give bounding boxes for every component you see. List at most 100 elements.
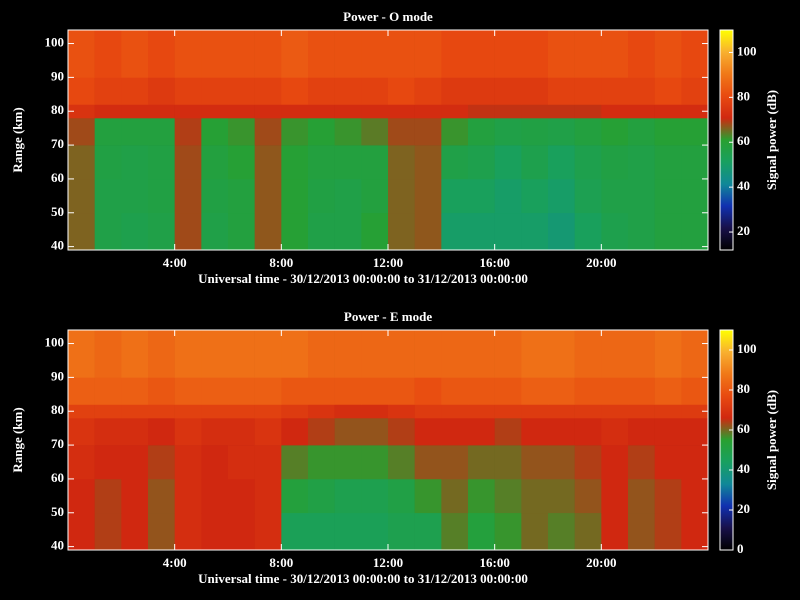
- heatmap-cell: [601, 118, 629, 146]
- heatmap-cell: [334, 118, 362, 146]
- heatmap-cell: [441, 404, 469, 419]
- colorbar-tick-label: 40: [737, 178, 750, 193]
- heatmap-cell: [548, 212, 575, 251]
- heatmap-cell: [68, 445, 95, 480]
- heatmap-cell: [601, 77, 629, 105]
- heatmap-cell: [174, 445, 202, 480]
- heatmap-cell: [174, 512, 202, 551]
- heatmap-cell: [281, 478, 309, 514]
- heatmap-cell: [414, 478, 442, 514]
- heatmap-cell: [228, 178, 255, 214]
- heatmap-cell: [601, 212, 629, 251]
- heatmap-cell: [174, 178, 202, 214]
- heatmap-cell: [548, 445, 575, 480]
- heatmap-cell: [628, 30, 655, 78]
- heatmap-cell: [361, 377, 389, 405]
- heatmap-cell: [254, 178, 282, 214]
- x-tick-label: 8:00: [269, 255, 293, 270]
- heatmap-cell: [468, 418, 495, 446]
- heatmap-cell: [228, 445, 255, 480]
- heatmap-cell: [681, 377, 709, 405]
- heatmap-cell: [68, 512, 95, 551]
- heatmap-cell: [574, 77, 602, 105]
- y-tick-label: 90: [51, 68, 64, 83]
- heatmap-cell: [254, 418, 282, 446]
- heatmap-cell: [121, 512, 149, 551]
- heatmap-cell: [414, 118, 442, 146]
- heatmap-cell: [494, 178, 522, 214]
- heatmap-cell: [494, 418, 522, 446]
- heatmap-cell: [654, 30, 682, 78]
- heatmap-cell: [521, 77, 549, 105]
- heatmap-cell: [681, 104, 709, 119]
- heatmap-cell: [548, 418, 575, 446]
- heatmap-cell: [548, 118, 575, 146]
- heatmap-cell: [681, 418, 709, 446]
- heatmap-cell: [121, 178, 149, 214]
- heatmap-cell: [254, 118, 282, 146]
- heatmap-cell: [68, 145, 95, 180]
- colorbar-tick-label: 40: [737, 461, 750, 476]
- heatmap-cell: [441, 377, 469, 405]
- heatmap-cell: [601, 404, 629, 419]
- heatmap-cell: [201, 77, 229, 105]
- heatmap-cell: [361, 118, 389, 146]
- y-tick-label: 60: [51, 170, 64, 185]
- heatmap-cell: [308, 77, 335, 105]
- heatmap-cell: [334, 30, 362, 78]
- colorbar-tick-label: 20: [737, 501, 750, 516]
- heatmap-cell: [468, 377, 495, 405]
- heatmap-cell: [334, 178, 362, 214]
- heatmap-cell: [308, 118, 335, 146]
- y-tick-label: 70: [51, 436, 64, 451]
- heatmap-cell: [68, 377, 95, 405]
- heatmap-cell: [334, 212, 362, 251]
- heatmap-cell: [174, 330, 202, 378]
- heatmap-cell: [521, 104, 549, 119]
- heatmap-cell: [441, 478, 469, 514]
- heatmap-cell: [468, 30, 495, 78]
- heatmap-cell: [201, 445, 229, 480]
- heatmap-cell: [521, 212, 549, 251]
- heatmap-cell: [414, 445, 442, 480]
- x-tick-label: 12:00: [373, 555, 403, 570]
- heatmap-cell: [441, 445, 469, 480]
- heatmap-cell: [574, 478, 602, 514]
- heatmap-cell: [388, 77, 415, 105]
- heatmap-cell: [628, 445, 655, 480]
- heatmap-cell: [494, 30, 522, 78]
- heatmap-cell: [121, 478, 149, 514]
- heatmap-cell: [68, 30, 95, 78]
- y-tick-label: 50: [51, 504, 64, 519]
- heatmap-cell: [494, 104, 522, 119]
- x-tick-label: 20:00: [586, 255, 616, 270]
- heatmap-cell: [414, 404, 442, 419]
- heatmap-cell: [174, 77, 202, 105]
- x-tick-label: 16:00: [479, 555, 509, 570]
- heatmap-cell: [254, 212, 282, 251]
- heatmap-cell: [681, 212, 709, 251]
- colorbar-label: Signal power (dB): [764, 390, 779, 490]
- heatmap-cell: [574, 30, 602, 78]
- heatmap-cell: [548, 178, 575, 214]
- heatmap-cell: [574, 104, 602, 119]
- heatmap-cell: [148, 212, 175, 251]
- heatmap-cell: [254, 77, 282, 105]
- heatmap-cell: [654, 445, 682, 480]
- heatmap-cell: [228, 104, 255, 119]
- heatmap-cell: [201, 104, 229, 119]
- heatmap-cell: [521, 118, 549, 146]
- heatmap-cell: [548, 377, 575, 405]
- y-axis-label: Range (km): [10, 407, 25, 472]
- heatmap-cell: [281, 145, 309, 180]
- heatmap-cell: [201, 512, 229, 551]
- heatmap-cell: [228, 77, 255, 105]
- heatmap-cell: [574, 404, 602, 419]
- heatmap-cell: [174, 377, 202, 405]
- heatmap-cell: [94, 118, 122, 146]
- heatmap-cell: [414, 30, 442, 78]
- heatmap-cell: [521, 445, 549, 480]
- heatmap-cell: [68, 212, 95, 251]
